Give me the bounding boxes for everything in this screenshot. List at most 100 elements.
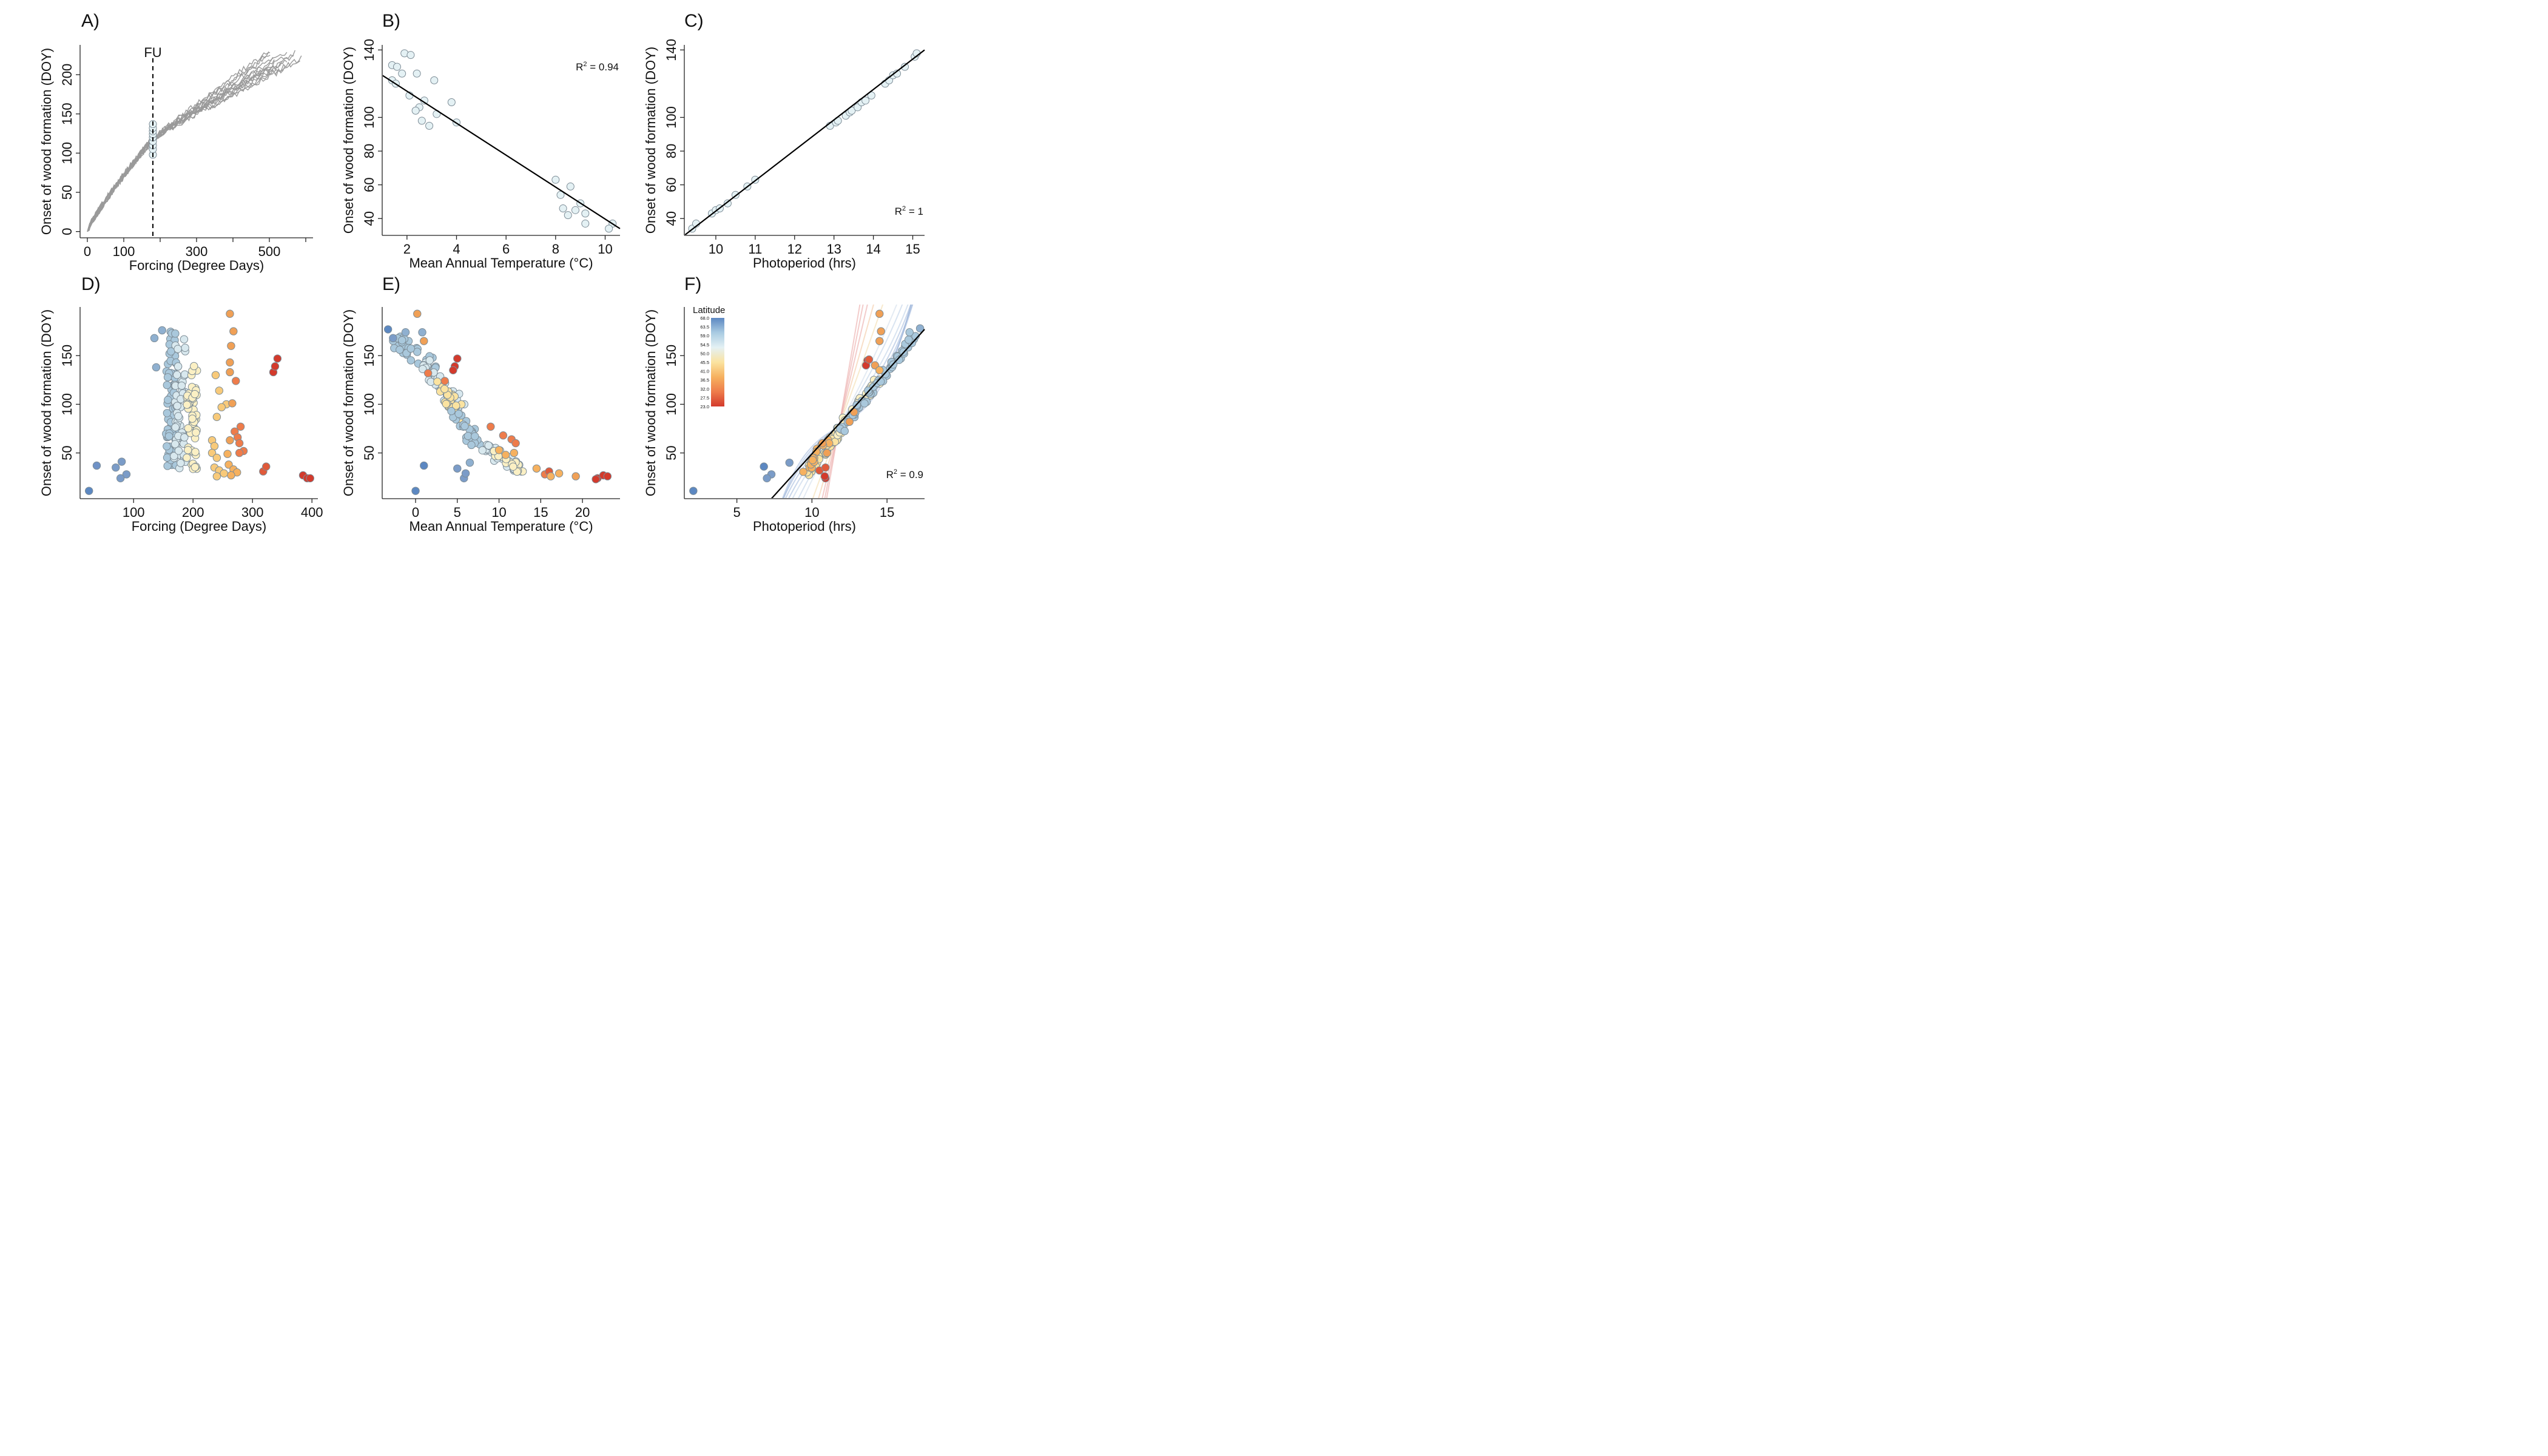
plot-area — [689, 305, 925, 498]
data-point — [581, 209, 590, 218]
data-point — [471, 432, 479, 440]
r2-value: = 1 — [906, 206, 923, 217]
r2-value: = 0.94 — [587, 61, 619, 73]
fu-annotation: FU — [144, 45, 161, 60]
data-point — [905, 328, 914, 337]
latitude-curve — [798, 305, 903, 498]
data-point — [227, 342, 235, 350]
y-tick-label: 150 — [664, 345, 679, 367]
data-point — [460, 422, 469, 431]
data-point — [273, 354, 282, 363]
data-point — [406, 51, 415, 59]
x-axis-title: Mean Annual Temperature (°C) — [409, 255, 593, 271]
y-tick-label: 100 — [362, 106, 377, 129]
data-point — [592, 475, 600, 484]
data-point — [226, 436, 234, 445]
x-tick-label: 300 — [186, 244, 208, 259]
legend-tick-label: 59.0 — [700, 333, 709, 339]
data-point — [262, 462, 271, 471]
data-point — [181, 343, 189, 352]
data-point — [494, 446, 504, 454]
x-tick-label: 400 — [301, 505, 323, 520]
data-point — [877, 327, 885, 335]
x-tick-label: 300 — [241, 505, 264, 520]
data-point — [511, 439, 520, 448]
data-point — [171, 329, 180, 338]
forcing-trace — [87, 52, 288, 232]
data-point — [177, 381, 186, 390]
legend-tick-label: 32.0 — [700, 386, 709, 392]
legend-title: Latitude — [693, 305, 725, 315]
data-point — [122, 470, 131, 479]
legend-tick-label: 50.0 — [700, 351, 709, 356]
data-point — [440, 385, 449, 393]
y-tick-label: 80 — [664, 144, 679, 158]
data-point — [413, 69, 421, 78]
legend-tick-label: 63.5 — [700, 325, 709, 330]
legend-tick-label: 45.5 — [700, 360, 709, 365]
data-point — [915, 324, 925, 332]
x-tick-label: 4 — [453, 241, 460, 257]
data-point — [689, 487, 698, 495]
data-point — [116, 474, 125, 483]
y-tick-label: 60 — [362, 177, 377, 192]
data-point — [180, 370, 189, 379]
data-point — [177, 459, 185, 467]
data-point — [785, 458, 794, 467]
data-point — [190, 463, 200, 471]
y-tick-label: 100 — [362, 393, 377, 416]
legend-tick-label: 54.5 — [700, 342, 709, 348]
data-point — [447, 406, 456, 416]
y-tick-label: 100 — [59, 142, 75, 164]
data-point — [393, 62, 401, 71]
data-point — [875, 337, 884, 345]
y-tick-label: 50 — [362, 445, 377, 460]
data-point — [453, 464, 462, 473]
x-tick-label: 10 — [491, 505, 506, 520]
y-tick-label: 140 — [362, 39, 377, 61]
y-tick-label: 150 — [362, 345, 377, 367]
legend-tick-label: 23.0 — [700, 404, 709, 410]
x-tick-label: 100 — [113, 244, 135, 259]
data-point — [183, 453, 191, 462]
data-point — [271, 362, 280, 371]
data-point — [413, 309, 422, 318]
data-point — [559, 204, 567, 213]
data-point — [454, 410, 463, 418]
y-axis-title: Onset of wood formation (DOY) — [39, 309, 54, 496]
r2-value: = 0.9 — [897, 469, 923, 480]
data-point — [174, 345, 182, 353]
y-axis-title: Onset of wood formation (DOY) — [341, 309, 356, 496]
legend-colorbar — [711, 318, 724, 406]
data-point — [478, 446, 487, 455]
r2-superscript: 2 — [583, 61, 587, 68]
data-point — [463, 431, 473, 440]
y-axis-title: Onset of wood formation (DOY) — [643, 309, 658, 496]
data-point — [447, 98, 456, 106]
x-axis-title: Forcing (Degree Days) — [132, 519, 267, 534]
data-point — [433, 377, 442, 386]
legend-tick-label: 36.5 — [700, 377, 709, 383]
panel-e: E) 0 5 10 15 20 50 100 150 Mean Annual Temperatur… — [341, 274, 620, 534]
panel-f: F) 5 10 15 50 100 150 Photoperiod (hrs) Onset of… — [643, 274, 925, 534]
data-point — [171, 440, 180, 448]
x-tick-label: 100 — [123, 505, 145, 520]
forcing-trace — [87, 60, 301, 232]
data-point — [484, 441, 493, 450]
data-point — [163, 373, 172, 382]
data-point — [117, 457, 126, 466]
data-point — [174, 447, 183, 455]
data-point — [845, 417, 854, 426]
x-axis-title: Forcing (Degree Days) — [129, 258, 265, 273]
panel-c: C) 10 11 12 13 14 15 40 60 80 100 140 Photoperiod (h… — [643, 11, 925, 271]
forcing-trace — [87, 51, 269, 232]
data-point — [808, 456, 817, 465]
data-point — [112, 463, 120, 472]
r2-superscript: 2 — [894, 468, 897, 476]
data-point — [449, 366, 457, 374]
data-point — [192, 428, 200, 437]
x-tick-label: 20 — [575, 505, 590, 520]
data-point — [461, 469, 470, 477]
y-tick-label: 0 — [59, 228, 75, 235]
y-tick-label: 50 — [664, 445, 679, 460]
